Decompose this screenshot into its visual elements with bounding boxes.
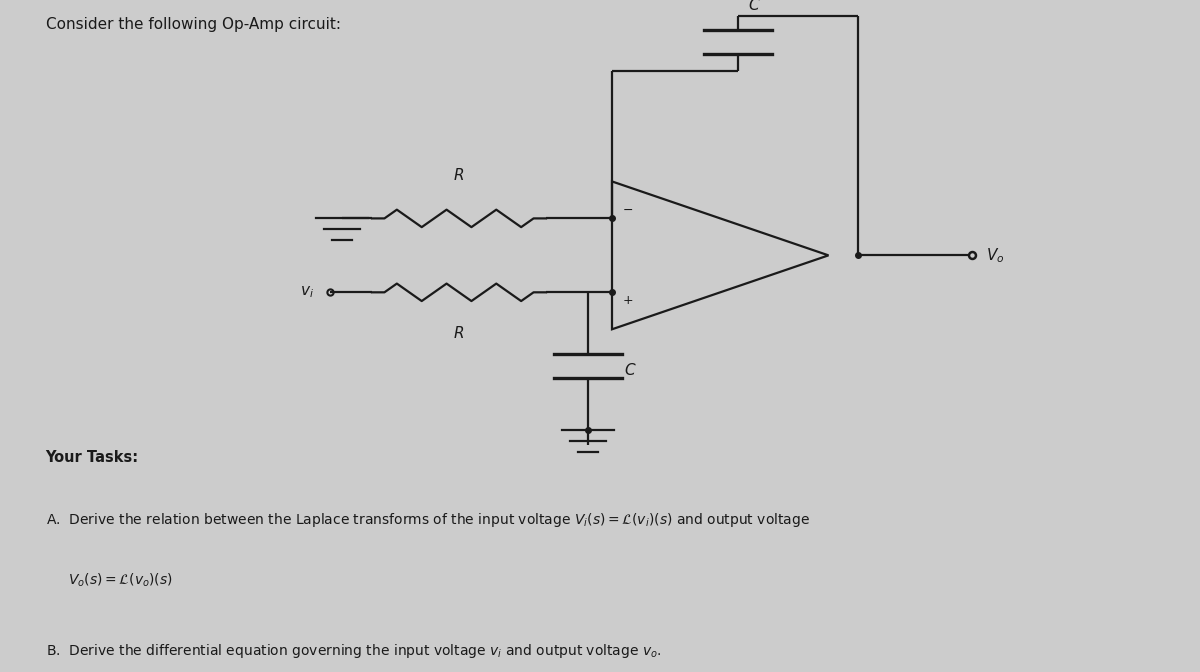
Text: $R$: $R$ — [454, 167, 464, 183]
Text: $v_i$: $v_i$ — [300, 284, 314, 300]
Text: $C$: $C$ — [624, 362, 636, 378]
Text: B.  Derive the differential equation governing the input voltage $v_i$ and outpu: B. Derive the differential equation gove… — [46, 642, 661, 660]
Text: Consider the following Op-Amp circuit:: Consider the following Op-Amp circuit: — [46, 17, 341, 32]
Text: $V_o(s) = \mathcal{L}(v_o)(s)$: $V_o(s) = \mathcal{L}(v_o)(s)$ — [46, 571, 173, 589]
Text: $V_o$: $V_o$ — [986, 246, 1004, 265]
Text: $C$: $C$ — [748, 0, 760, 13]
Text: A.  Derive the relation between the Laplace transforms of the input voltage $V_i: A. Derive the relation between the Lapla… — [46, 511, 810, 529]
Text: Your Tasks:: Your Tasks: — [46, 450, 139, 465]
Text: $+$: $+$ — [622, 294, 634, 307]
Text: $-$: $-$ — [622, 204, 634, 216]
Text: $R$: $R$ — [454, 325, 464, 341]
